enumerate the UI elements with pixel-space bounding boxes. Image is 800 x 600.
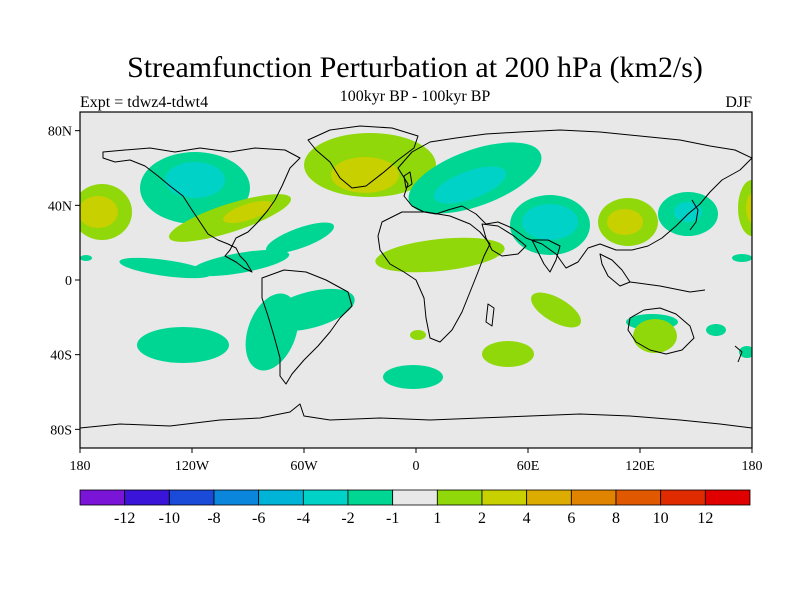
- anomaly-region: [739, 346, 752, 358]
- coastline-australia: [627, 307, 695, 355]
- coastline-eurasia: [397, 129, 752, 269]
- lat-tick-label: 40N: [48, 199, 72, 214]
- anomaly-region: [746, 192, 752, 224]
- colorbar-swatch: [302, 489, 349, 506]
- coastline-north-america: [102, 147, 301, 273]
- lon-tick-label: 60W: [290, 459, 318, 474]
- anomaly-region: [190, 249, 290, 277]
- colorbar-swatch: [615, 489, 662, 506]
- coastline-southeast-asia: [599, 253, 631, 287]
- season-label: DJF: [725, 94, 752, 111]
- coastline-indonesia: [629, 281, 706, 293]
- anomaly-region: [674, 202, 702, 222]
- lon-tick-label: 60E: [517, 459, 540, 474]
- colorbar-label: -8: [207, 510, 220, 527]
- lat-tick-label: 80N: [48, 125, 72, 140]
- colorbar-swatch: [436, 489, 483, 506]
- colorbar-swatch: [481, 489, 528, 506]
- colorbar-label: -6: [252, 510, 265, 527]
- anomaly-region: [732, 254, 752, 262]
- colorbar-swatch: [526, 489, 572, 506]
- coastline-india: [531, 239, 561, 273]
- colorbar-swatch: [258, 489, 304, 506]
- anomaly-region: [410, 330, 426, 340]
- colorbar-swatch: [392, 489, 438, 506]
- colorbar-label: 4: [523, 510, 531, 527]
- latitude-axis: 80N 40N 0 40S 80S: [48, 125, 80, 438]
- colorbar-swatch: [213, 489, 260, 506]
- anomaly-region: [223, 200, 273, 224]
- colorbar-swatch: [168, 489, 215, 506]
- anomaly-region: [607, 209, 643, 235]
- anomaly-region: [265, 222, 335, 254]
- lon-tick-label: 120E: [625, 459, 655, 474]
- colorbar-label: 10: [653, 510, 669, 527]
- experiment-label: Expt = tdwz4-tdwt4: [80, 94, 209, 111]
- anomaly-region: [119, 257, 211, 279]
- anomaly-region: [522, 204, 578, 240]
- anomaly-region: [137, 327, 229, 363]
- longitude-axis: 180 120W 60W 0 60E 120E 180: [70, 448, 763, 474]
- map-panel: [80, 112, 752, 448]
- colorbar: -12 -10 -8 -6 -4 -2 -1 1 2 4 6 8 10 12: [79, 489, 751, 527]
- anomaly-region: [245, 293, 299, 371]
- colorbar-label: 8: [612, 510, 620, 527]
- lat-tick-label: 0: [65, 274, 72, 289]
- colorbar-label: 2: [478, 510, 486, 527]
- colorbar-label: 1: [433, 510, 441, 527]
- colorbar-label: -12: [114, 510, 135, 527]
- colorbar-label: -10: [159, 510, 180, 527]
- colorbar-label: 12: [697, 510, 713, 527]
- coastlines: [80, 125, 752, 429]
- anomaly-region: [375, 237, 505, 273]
- coastline-japan: [689, 199, 699, 231]
- contour-fills: [80, 133, 752, 389]
- lon-tick-label: 180: [742, 459, 763, 474]
- anomaly-region: [706, 324, 726, 336]
- colorbar-swatch: [704, 489, 751, 506]
- anomaly-region: [531, 292, 581, 328]
- anomaly-region: [633, 319, 677, 353]
- coastline-south-america: [261, 269, 353, 385]
- lat-tick-label: 80S: [50, 423, 72, 438]
- lon-tick-label: 180: [70, 459, 91, 474]
- colorbar-label: -1: [386, 510, 399, 527]
- anomaly-region: [80, 255, 92, 261]
- anomaly-region: [738, 180, 752, 236]
- coastline-africa: [377, 211, 491, 343]
- colorbar-label: 6: [567, 510, 575, 527]
- colorbar-swatch: [79, 489, 126, 506]
- anomaly-region: [433, 166, 507, 204]
- colorbar-swatch: [660, 489, 706, 506]
- chart-title: Streamfunction Perturbation at 200 hPa (…: [127, 51, 703, 84]
- coastline-new-zealand: [734, 345, 743, 363]
- colorbar-swatch: [570, 489, 617, 506]
- coastline-british-isles: [403, 171, 413, 189]
- coastline-antarctica: [80, 403, 752, 429]
- colorbar-label: -2: [341, 510, 354, 527]
- coastline-greenland: [307, 125, 419, 189]
- chart-subtitle: 100kyr BP - 100kyr BP: [339, 88, 491, 105]
- lon-tick-label: 0: [413, 459, 420, 474]
- coastline-madagascar: [485, 303, 495, 327]
- anomaly-region: [80, 196, 118, 228]
- anomaly-region: [383, 365, 443, 389]
- colorbar-label: -4: [297, 510, 310, 527]
- colorbar-swatch: [124, 489, 170, 506]
- coastline-arabia: [481, 223, 527, 257]
- anomaly-region: [482, 341, 534, 367]
- lon-tick-label: 120W: [175, 459, 210, 474]
- anomaly-region: [331, 157, 399, 193]
- lat-tick-label: 40S: [50, 349, 72, 364]
- colorbar-swatch: [347, 489, 394, 506]
- anomaly-region: [165, 162, 225, 198]
